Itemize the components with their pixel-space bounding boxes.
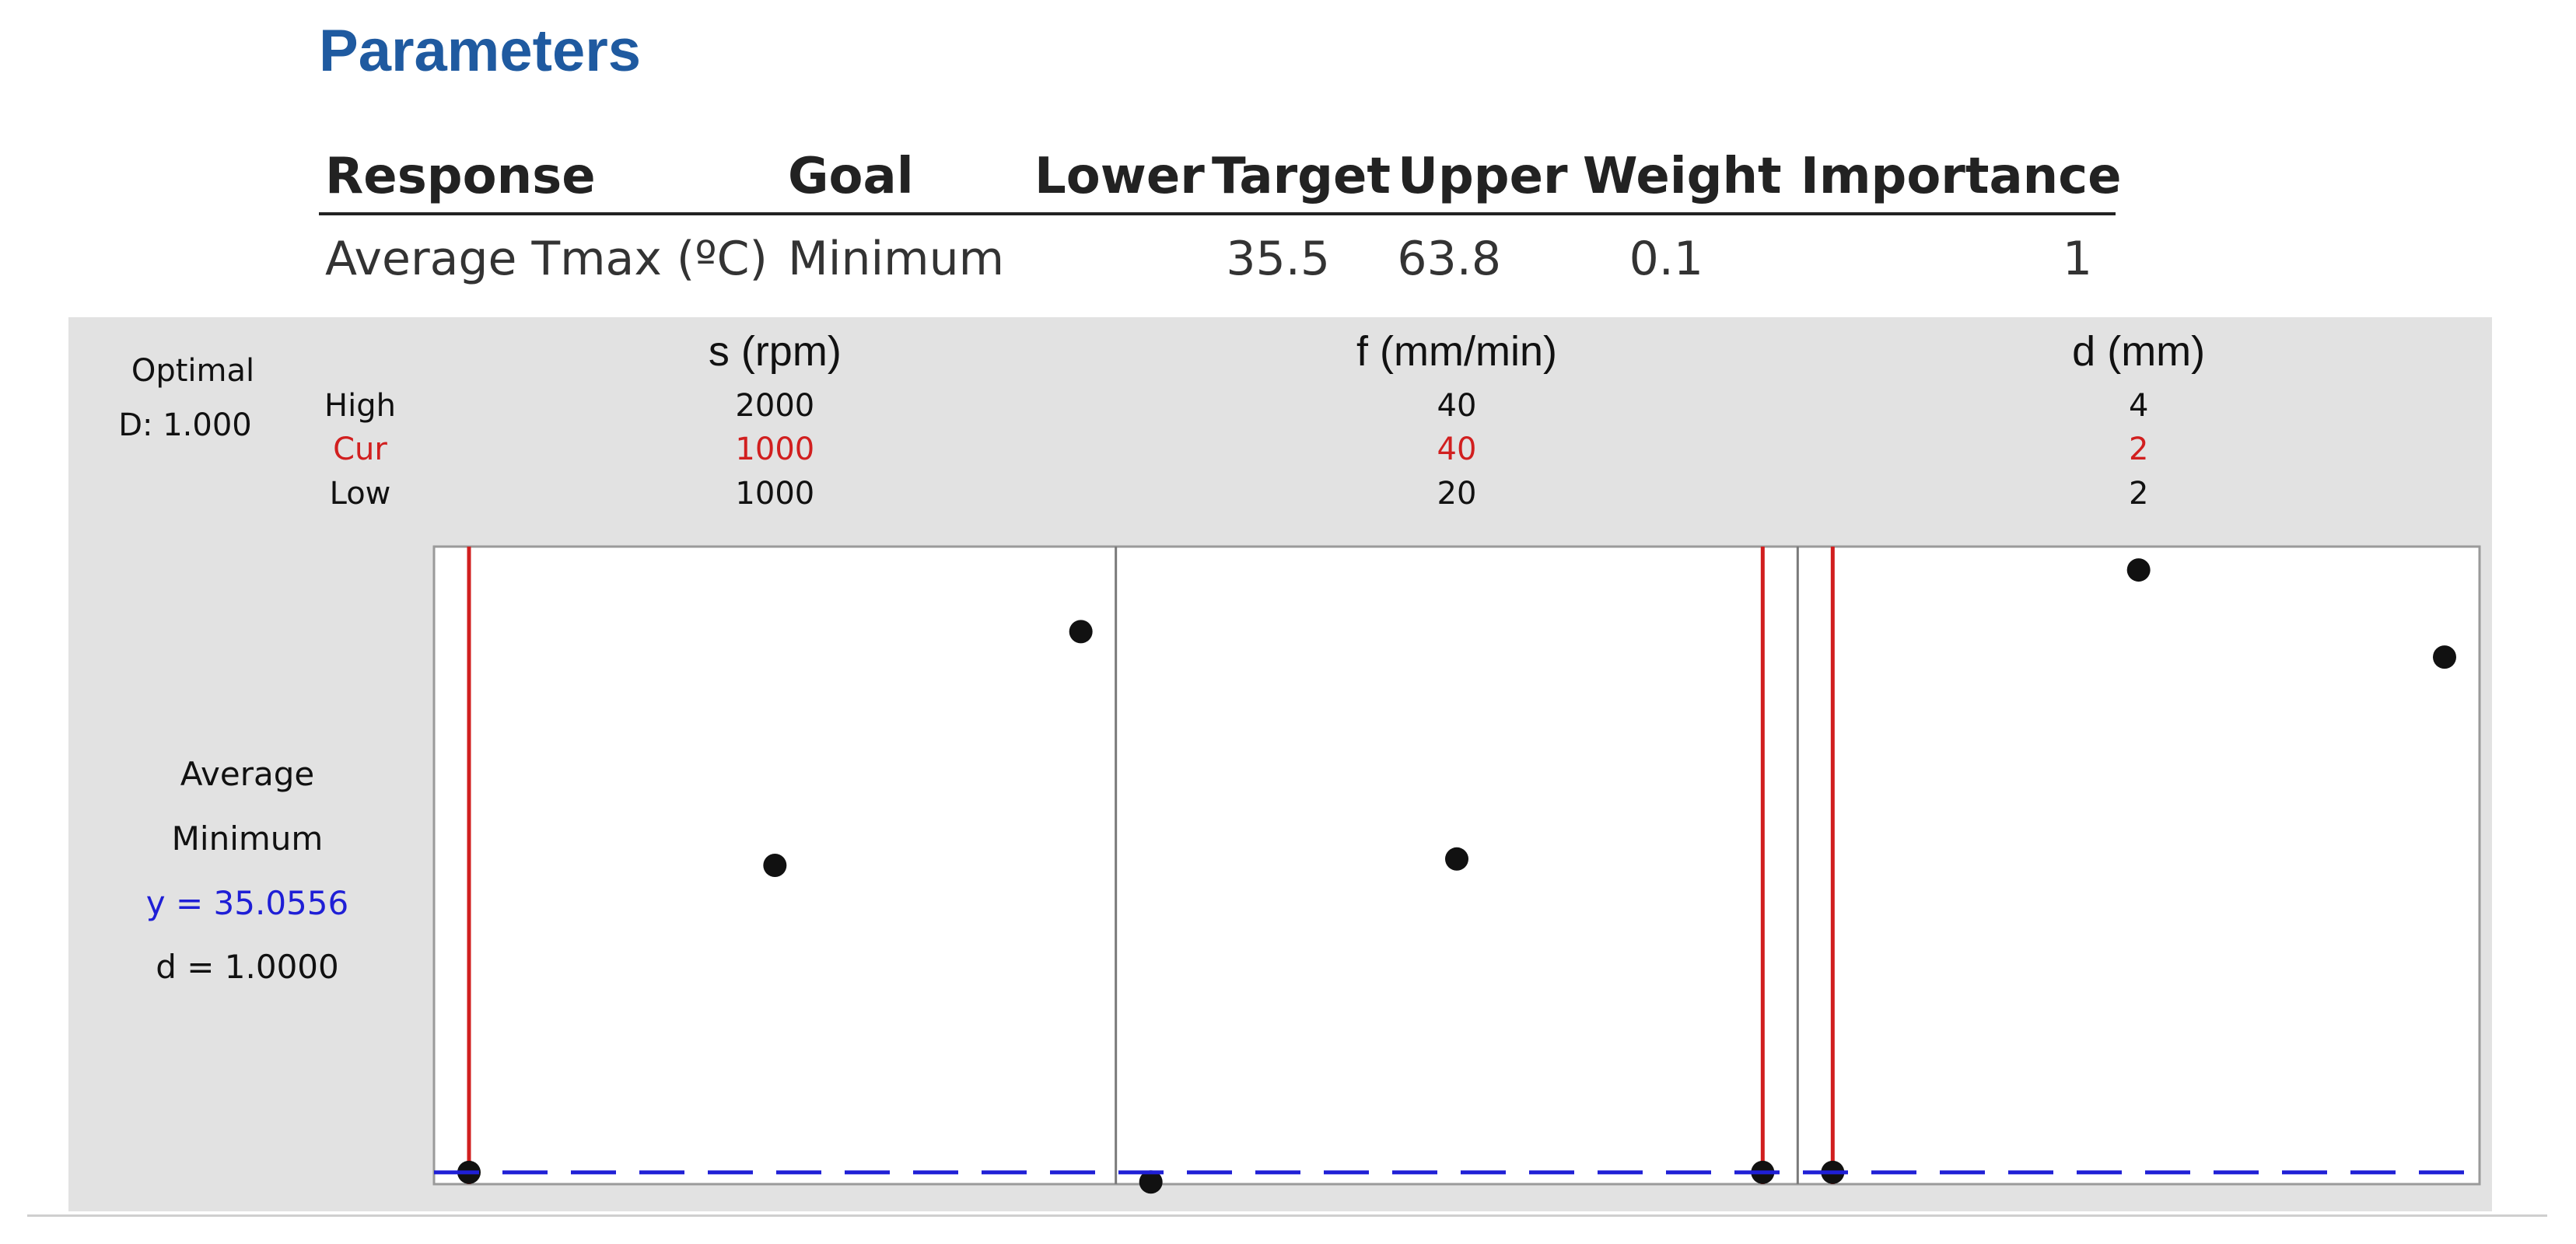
factor-2-point-1 — [1139, 1170, 1163, 1194]
factor-1-low: 1000 — [735, 476, 814, 512]
factor-3-high: 4 — [2129, 388, 2148, 424]
factor-1-point-2 — [763, 854, 787, 877]
parameters-table: Response Goal Lower Target Upper Weight … — [319, 140, 2122, 311]
header-weight: Weight — [1583, 148, 1782, 205]
cell-weight: 0.1 — [1629, 232, 1703, 286]
header-lower: Lower — [1034, 148, 1205, 205]
cell-upper: 63.8 — [1397, 232, 1501, 286]
level-cur-label: Cur — [333, 432, 387, 467]
factor-3-point-2 — [2126, 558, 2151, 582]
header-response: Response — [325, 148, 596, 205]
factor-2-low: 20 — [1437, 476, 1477, 512]
optimal-label: Optimal — [131, 353, 254, 389]
factor-1-point-3 — [1069, 620, 1093, 644]
bottom-divider — [27, 1214, 2547, 1217]
cell-response: Average Tmax (ºC) — [325, 232, 768, 286]
desirability-label: D: 1.000 — [118, 407, 252, 443]
factor-3-point-3 — [2433, 645, 2456, 669]
factor-1-cur: 1000 — [735, 432, 814, 467]
level-low-label: Low — [330, 476, 391, 512]
cell-goal: Minimum — [788, 232, 1005, 286]
optimization-plot: Optimal D: 1.000 High Cur Low Average Mi… — [68, 317, 2492, 1211]
response-goal: Minimum — [172, 819, 324, 858]
header-importance: Importance — [1801, 148, 2122, 205]
header-target: Target — [1212, 148, 1391, 205]
factor-3-name: d (mm) — [2072, 328, 2205, 375]
level-high-label: High — [324, 388, 396, 424]
factor-2-name: f (mm/min) — [1356, 328, 1557, 375]
desirability-d-text: d = 1.0000 — [156, 948, 339, 986]
cell-target: 35.5 — [1226, 232, 1330, 286]
page-title: Parameters — [319, 18, 642, 84]
optimization-chart: Optimal D: 1.000 High Cur Low Average Mi… — [118, 328, 2481, 1194]
factor-2-point-2 — [1445, 847, 1468, 871]
header-divider — [319, 212, 2116, 215]
factor-2-high: 40 — [1437, 388, 1477, 424]
factor-3-low: 2 — [2129, 476, 2148, 512]
factor-1-high: 2000 — [735, 388, 814, 424]
cell-importance: 1 — [2062, 232, 2092, 286]
predicted-y-text: y = 35.0556 — [146, 884, 348, 922]
response-name: Average — [180, 755, 314, 793]
factor-3-cur: 2 — [2129, 432, 2148, 467]
factor-2-cur: 40 — [1437, 432, 1477, 467]
factor-1-name: s (rpm) — [709, 328, 842, 375]
header-goal: Goal — [788, 148, 914, 205]
header-upper: Upper — [1398, 148, 1568, 205]
